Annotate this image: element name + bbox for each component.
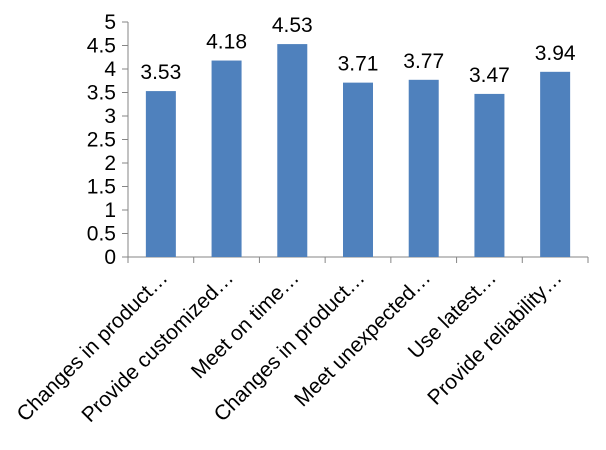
y-tick-label: 4: [104, 58, 116, 81]
y-tick-label: 1.5: [87, 176, 116, 199]
y-tick-label: 5: [104, 11, 116, 34]
data-label: 3.71: [338, 53, 379, 76]
bar: [211, 60, 242, 257]
y-tick-label: 3.5: [87, 82, 116, 105]
bar: [145, 91, 176, 257]
bar: [474, 93, 505, 257]
y-tick-label: 0: [104, 246, 116, 269]
x-axis: [127, 256, 589, 263]
bar: [343, 82, 373, 257]
data-label: 3.47: [469, 64, 510, 87]
category-labels-group: Changes in product…Provide customized…Me…: [12, 266, 566, 427]
bar: [277, 44, 308, 258]
bar: [408, 79, 439, 257]
bars-group: [145, 44, 571, 258]
y-tick-label: 1: [104, 199, 116, 222]
data-label: 3.53: [140, 61, 181, 84]
data-label: 4.18: [206, 31, 247, 54]
bar: [540, 71, 571, 257]
data-label: 4.53: [272, 14, 313, 37]
y-tick-label: 3: [104, 105, 116, 128]
y-axis: 00.511.522.533.544.55: [87, 11, 129, 269]
data-labels-group: 3.53 4.18 4.53 3.71 3.77 3.47 3.94: [140, 14, 575, 87]
y-tick-label: 2: [104, 152, 116, 175]
data-label: 3.94: [535, 42, 576, 65]
y-tick-label: 4.5: [87, 35, 116, 58]
data-label: 3.77: [403, 50, 444, 73]
y-tick-label: 0.5: [87, 223, 116, 246]
y-tick-label: 2.5: [87, 129, 116, 152]
